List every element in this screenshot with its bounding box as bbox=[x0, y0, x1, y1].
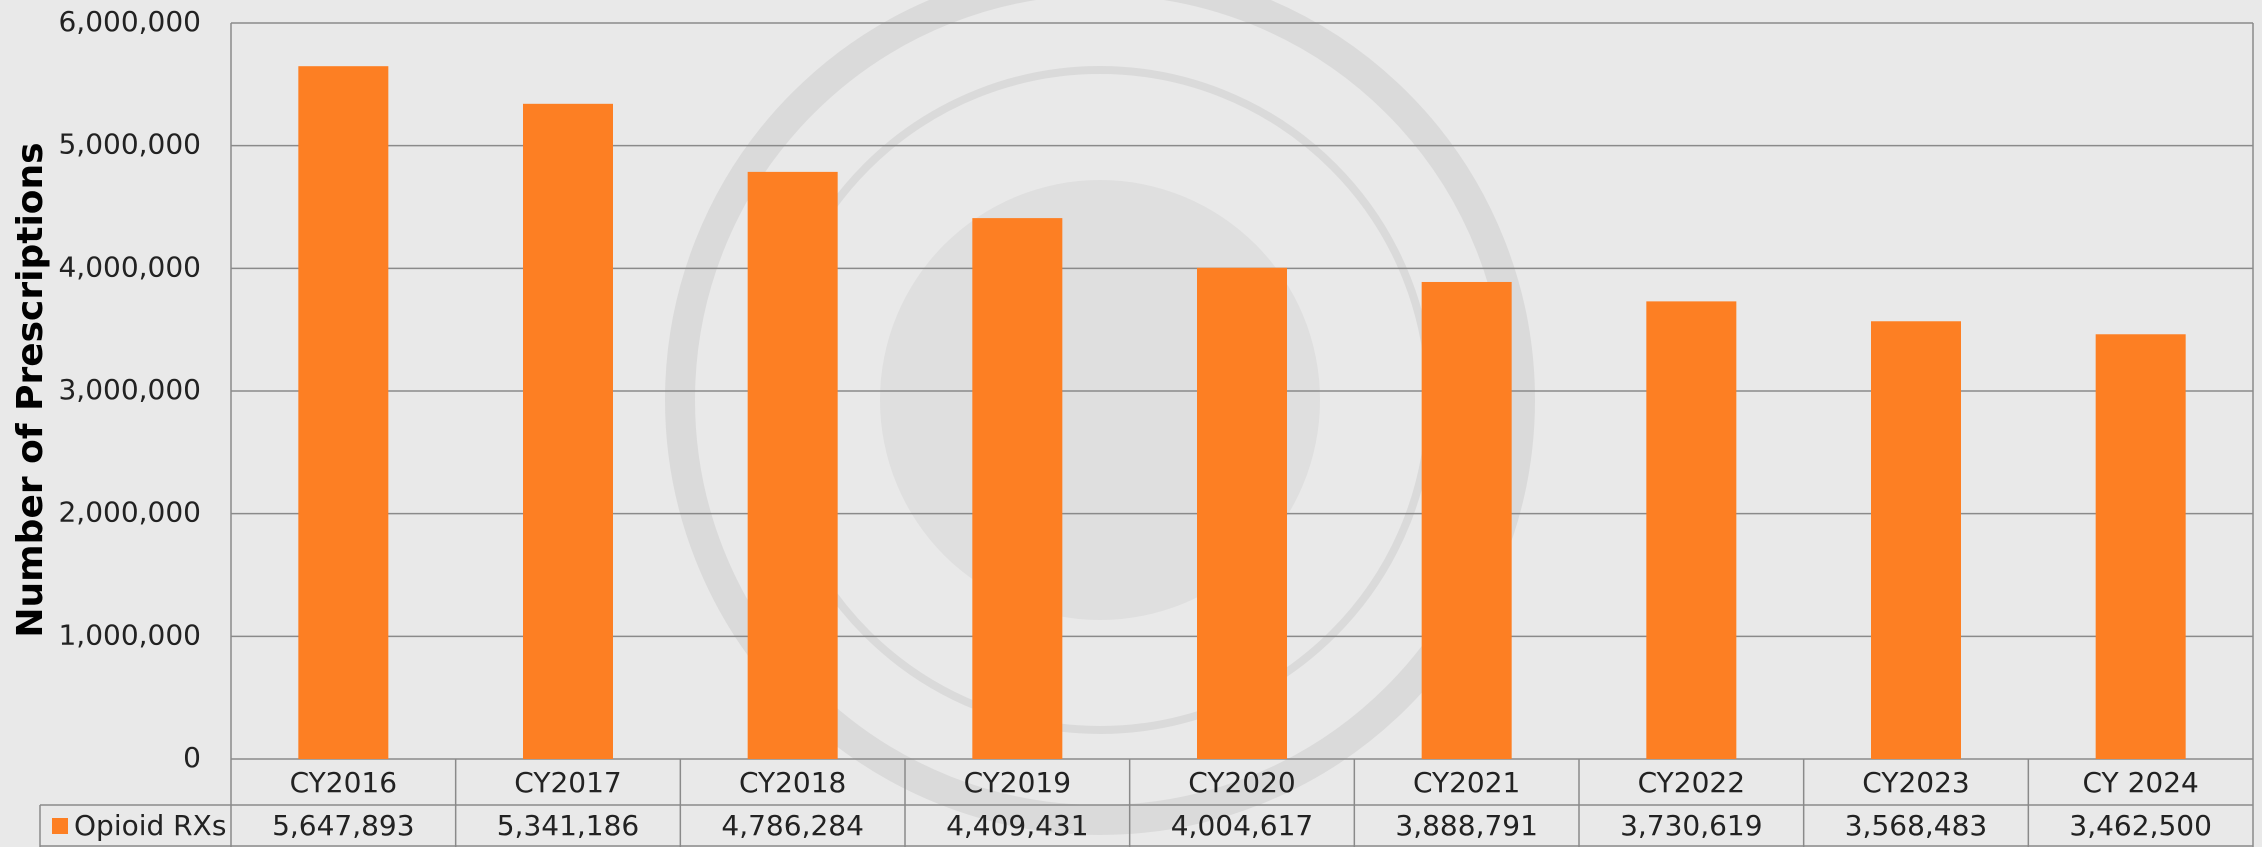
table-value: 3,730,619 bbox=[1620, 809, 1763, 842]
bar bbox=[298, 66, 389, 760]
y-tick-label: 5,000,000 bbox=[58, 128, 201, 161]
legend-swatch bbox=[52, 818, 68, 834]
bar bbox=[747, 171, 838, 759]
bar bbox=[523, 103, 613, 759]
x-tick-label: CY2021 bbox=[1413, 766, 1520, 799]
y-tick-label: 4,000,000 bbox=[58, 250, 201, 283]
y-tick-label: 6,000,000 bbox=[58, 5, 201, 38]
y-tick-label: 0 bbox=[183, 741, 201, 774]
y-tick-label: 1,000,000 bbox=[58, 618, 201, 651]
table-value: 4,004,617 bbox=[1171, 809, 1314, 842]
bar bbox=[1646, 301, 1737, 759]
x-tick-label: CY2023 bbox=[1862, 766, 1969, 799]
table-value: 3,462,500 bbox=[2069, 809, 2212, 842]
table-value: 4,409,431 bbox=[946, 809, 1089, 842]
x-tick-label: CY2019 bbox=[964, 766, 1071, 799]
y-tick-label: 2,000,000 bbox=[58, 496, 201, 529]
x-tick-label: CY2020 bbox=[1188, 766, 1295, 799]
x-tick-label: CY2018 bbox=[739, 766, 846, 799]
legend-label: Opioid RXs bbox=[74, 809, 226, 842]
x-tick-label: CY 2024 bbox=[2083, 766, 2199, 799]
bar bbox=[1871, 321, 1961, 759]
table-value: 3,568,483 bbox=[1845, 809, 1988, 842]
bar bbox=[972, 218, 1063, 759]
y-tick-label: 3,000,000 bbox=[58, 373, 201, 406]
bar bbox=[2095, 334, 2186, 759]
bar bbox=[1197, 267, 1287, 759]
bar bbox=[1421, 281, 1512, 759]
table-value: 3,888,791 bbox=[1395, 809, 1538, 842]
table-value: 5,341,186 bbox=[497, 809, 640, 842]
x-tick-label: CY2017 bbox=[514, 766, 621, 799]
y-axis-title: Number of Prescriptions bbox=[10, 142, 51, 637]
x-tick-label: CY2016 bbox=[290, 766, 397, 799]
table-value: 5,647,893 bbox=[272, 809, 415, 842]
table-value: 4,786,284 bbox=[721, 809, 864, 842]
x-tick-label: CY2022 bbox=[1638, 766, 1745, 799]
